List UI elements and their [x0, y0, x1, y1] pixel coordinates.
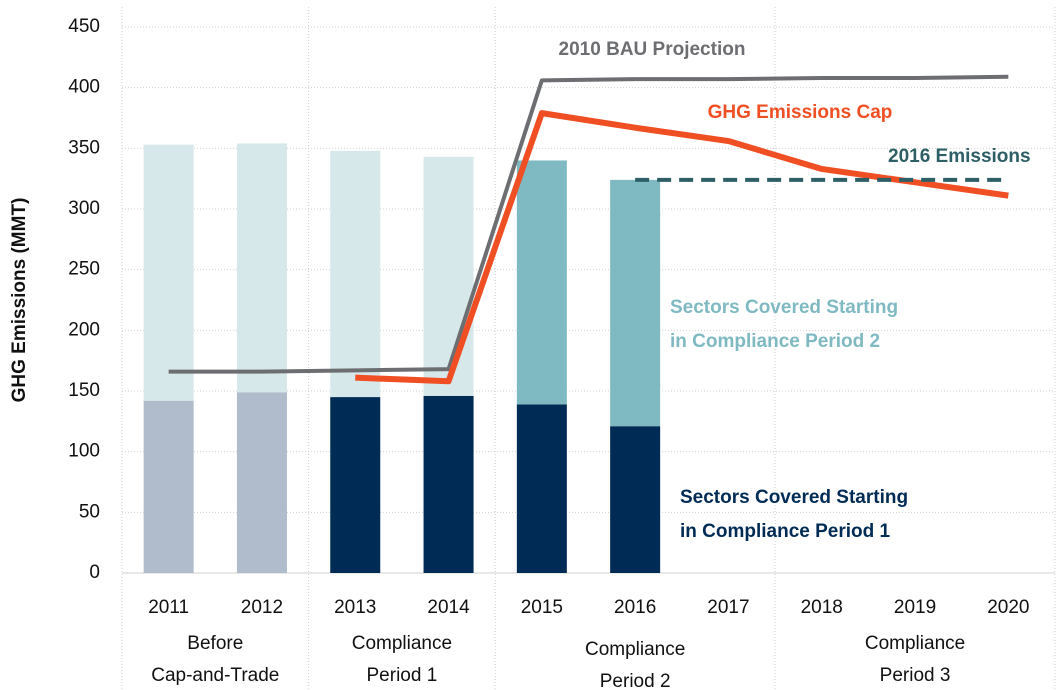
- series-label: in Compliance Period 1: [680, 521, 891, 542]
- bar-segment: [143, 144, 194, 401]
- x-tick-label: 2017: [707, 597, 749, 618]
- x-tick-label: 2013: [334, 597, 376, 618]
- line-label: 2016 Emissions: [888, 146, 1031, 167]
- bar-segment: [516, 404, 567, 573]
- y-tick-label: 200: [68, 319, 100, 340]
- bar-segment: [330, 150, 381, 398]
- group-label: Compliance: [585, 639, 685, 660]
- bar-segment: [330, 397, 381, 573]
- y-tick-label: 50: [79, 501, 100, 522]
- y-tick-label: 150: [68, 380, 100, 401]
- y-tick-label: 100: [68, 441, 100, 462]
- bar-segment: [143, 400, 194, 573]
- series-label: Sectors Covered Starting: [680, 487, 908, 508]
- group-label: Period 2: [600, 671, 671, 690]
- x-tick-label: 2016: [614, 597, 656, 618]
- y-tick-label: 450: [68, 16, 100, 37]
- series-label: Sectors Covered Starting: [670, 297, 898, 318]
- bar-segment: [610, 426, 661, 573]
- y-tick-label: 400: [68, 77, 100, 98]
- group-label: Period 1: [367, 665, 438, 686]
- bar-segment: [516, 160, 567, 405]
- y-axis-label: GHG Emissions (MMT): [9, 198, 30, 403]
- y-tick-label: 350: [68, 137, 100, 158]
- bar-segment: [423, 156, 474, 396]
- y-tick-label: 250: [68, 259, 100, 280]
- x-tick-label: 2020: [987, 597, 1029, 618]
- bar-segment: [236, 143, 287, 393]
- x-tick-label: 2011: [148, 597, 189, 618]
- line-label: 2010 BAU Projection: [559, 39, 746, 60]
- bar-segment: [610, 179, 661, 427]
- bar-segment: [423, 395, 474, 573]
- line: [168, 74, 1009, 374]
- group-label: Period 3: [880, 665, 951, 686]
- group-label: Compliance: [352, 633, 452, 654]
- group-label: Before: [187, 633, 243, 654]
- group-label: Cap-and-Trade: [151, 665, 279, 686]
- group-label: Compliance: [865, 633, 965, 654]
- x-tick-label: 2012: [241, 597, 283, 618]
- x-tick-label: 2019: [894, 597, 936, 618]
- y-tick-label: 300: [68, 198, 100, 219]
- bar-segment: [236, 392, 287, 573]
- series-label: in Compliance Period 2: [670, 331, 880, 352]
- line-label: GHG Emissions Cap: [708, 102, 893, 123]
- x-tick-label: 2015: [521, 597, 563, 618]
- x-tick-label: 2014: [427, 597, 470, 618]
- y-tick-label: 0: [89, 562, 100, 583]
- x-tick-label: 2018: [801, 597, 843, 618]
